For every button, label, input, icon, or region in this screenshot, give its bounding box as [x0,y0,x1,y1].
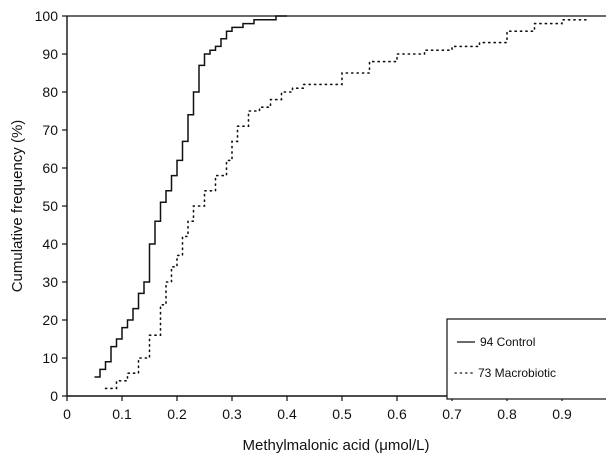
legend-label-macrobiotic: 73 Macrobiotic [478,366,556,380]
series-line-94-control [94,15,287,378]
x-tick-label: 0.2 [167,406,187,422]
y-tick-label: 80 [42,84,58,100]
y-tick-label: 10 [42,350,58,366]
x-axis-title: Methylmalonic acid (μmol/L) [242,437,429,454]
chart-legend: 94 Control 73 Macrobiotic [446,318,606,400]
x-tick-label: 0.9 [552,406,572,422]
y-tick-label: 20 [42,312,58,328]
x-tick-label: 0.5 [332,406,352,422]
y-tick-label: 90 [42,46,58,62]
axes-layer: 0 10 20 30 40 50 60 70 80 90 100 0 0.1 0.2 0.3 0.4 0.5 0.… [35,8,606,422]
x-tick-label: 0.6 [387,406,407,422]
y-tick-label: 40 [42,236,58,252]
series-line-73-macrobiotic [104,19,591,390]
x-tick-label: 0.4 [277,406,297,422]
x-tick-label: 0.3 [222,406,242,422]
y-tick-label: 50 [42,198,58,214]
x-tick-label: 0.8 [497,406,517,422]
series-layer [94,15,591,390]
legend-label-control: 94 Control [480,335,535,349]
y-axis-title: Cumulative frequency (%) [9,120,26,293]
legend-box [446,318,606,400]
y-tick-label: 60 [42,160,58,176]
y-tick-label: 0 [50,388,58,404]
y-tick-label: 100 [35,8,59,24]
x-tick-label: 0.7 [442,406,462,422]
y-tick-label: 30 [42,274,58,290]
x-tick-label: 0 [63,406,71,422]
y-tick-label: 70 [42,122,58,138]
x-tick-label: 0.1 [112,406,132,422]
